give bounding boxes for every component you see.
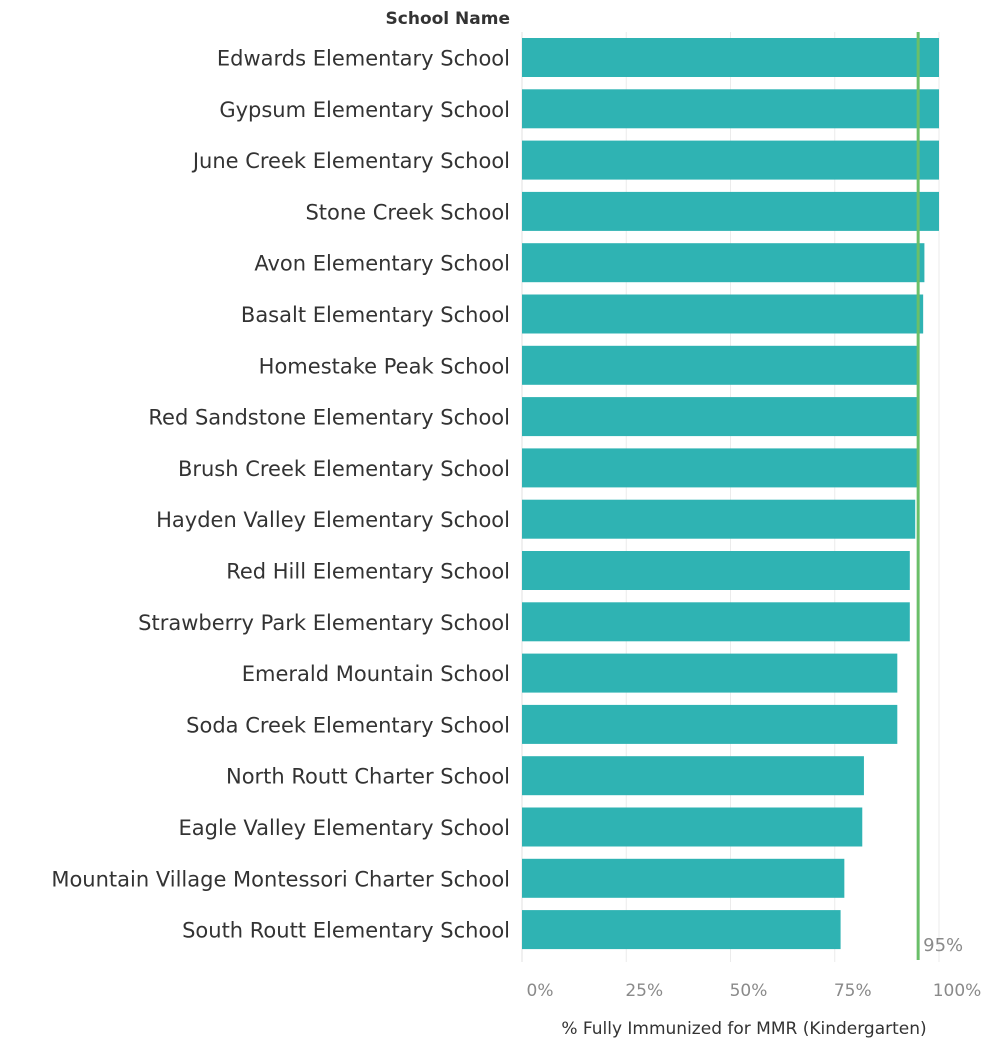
bar — [522, 191, 939, 231]
bar — [522, 602, 910, 642]
bar — [522, 89, 939, 129]
category-label: Hayden Valley Elementary School — [156, 508, 510, 532]
category-labels: Edwards Elementary School Gypsum Elementa… — [51, 47, 510, 943]
x-tick-label: 75% — [834, 981, 872, 1001]
x-axis-ticks: 0% 25% 50% 75% 100% — [527, 981, 982, 1001]
bar — [522, 397, 919, 437]
category-label: Edwards Elementary School — [217, 47, 510, 71]
bar — [522, 653, 898, 693]
category-label: Stone Creek School — [305, 200, 510, 224]
bar — [522, 499, 916, 539]
category-header: School Name — [386, 9, 510, 29]
bar — [522, 704, 898, 744]
category-label: North Routt Charter School — [226, 765, 510, 789]
bar — [522, 551, 910, 590]
category-label: Avon Elementary School — [254, 252, 510, 276]
bar — [522, 756, 864, 796]
bar — [522, 345, 919, 385]
category-label: Soda Creek Elementary School — [186, 713, 510, 737]
x-tick-label: 0% — [527, 981, 554, 1001]
category-label: Gypsum Elementary School — [219, 98, 510, 122]
bar — [522, 807, 863, 847]
category-label: Homestake Peak School — [259, 354, 510, 378]
x-tick-label: 50% — [730, 981, 768, 1001]
bar — [522, 140, 939, 180]
x-axis-title: % Fully Immunized for MMR (Kindergarten) — [561, 1019, 926, 1039]
category-label: Red Sandstone Elementary School — [148, 406, 510, 430]
category-label: Brush Creek Elementary School — [178, 457, 510, 481]
bar — [522, 910, 841, 950]
category-label: Basalt Elementary School — [241, 303, 510, 327]
bar — [522, 448, 919, 488]
grid-lines — [521, 32, 940, 962]
reference-line-label: 95% — [923, 935, 963, 956]
bar — [522, 243, 925, 283]
reference-line-group: 95% — [916, 32, 963, 960]
x-tick-label: 25% — [625, 981, 663, 1001]
category-label: Eagle Valley Elementary School — [179, 816, 510, 840]
category-label: Red Hill Elementary School — [226, 560, 510, 584]
category-label: June Creek Elementary School — [191, 149, 510, 173]
category-label: Mountain Village Montessori Charter Scho… — [51, 867, 510, 891]
bar — [522, 38, 939, 77]
bar — [522, 294, 924, 334]
x-tick-label: 100% — [933, 981, 982, 1001]
category-label: Emerald Mountain School — [242, 662, 510, 686]
category-label: South Routt Elementary School — [182, 919, 510, 943]
category-label: Strawberry Park Elementary School — [138, 611, 510, 635]
bars — [522, 38, 939, 950]
bar — [522, 858, 845, 898]
